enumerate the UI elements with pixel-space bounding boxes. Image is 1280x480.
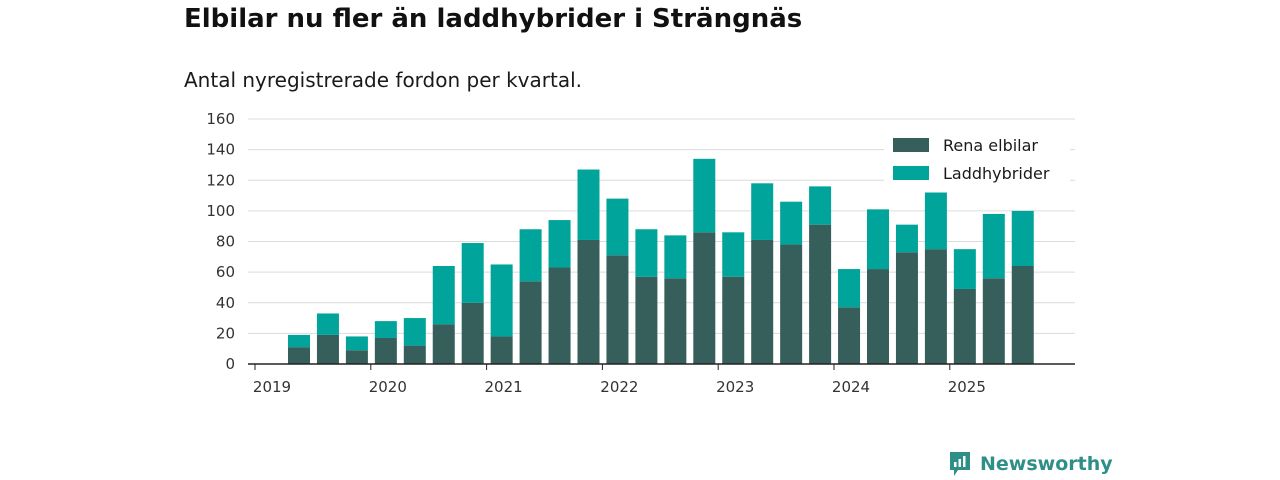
- x-tick-label: 2023: [716, 378, 754, 396]
- x-tick-label: 2025: [948, 378, 986, 396]
- x-tick-label: 2019: [253, 378, 291, 396]
- bar-rena-elbilar: 2021 Q2 – Rena elbilar: 54: [519, 281, 542, 364]
- x-tick-label: 2021: [485, 378, 523, 396]
- x-tick-label: 2024: [832, 378, 870, 396]
- bar-laddhybrider: 2021 Q1 – Laddhybrider: 47: [490, 264, 513, 337]
- bar-laddhybrider: 2021 Q2 – Laddhybrider: 34: [519, 229, 542, 282]
- bar-rena-elbilar: 2024 Q2 – Rena elbilar: 62: [867, 269, 889, 364]
- bar-rena-elbilar: 2019 Q2 – Rena elbilar: 11: [288, 347, 310, 364]
- bar-rena-elbilar: 2019 Q3 – Rena elbilar: 19: [316, 334, 339, 364]
- bar-rena-elbilar: 2020 Q1 – Rena elbilar: 17: [374, 337, 397, 364]
- bar-rena-elbilar: 2025 Q1 – Rena elbilar: 49: [953, 288, 976, 364]
- bar-laddhybrider: 2021 Q3 – Laddhybrider: 31: [548, 220, 571, 268]
- bar-rena-elbilar: 2023 Q4 – Rena elbilar: 91: [809, 224, 832, 364]
- bar-laddhybrider: 2020 Q2 – Laddhybrider: 18: [403, 318, 426, 346]
- chart-title: Elbilar nu fler än laddhybrider i Sträng…: [184, 4, 803, 34]
- bar-rena-elbilar: 2020 Q4 – Rena elbilar: 40: [461, 302, 484, 364]
- bars: 2019 Q2 – Rena elbilar: 112019 Q2 – Ladd…: [288, 158, 1034, 364]
- brand-name: Newsworthy: [980, 453, 1113, 475]
- x-tick-label: 2022: [600, 378, 638, 396]
- bar-laddhybrider: 2020 Q1 – Laddhybrider: 11: [374, 321, 397, 338]
- bar-rena-elbilar: 2020 Q2 – Rena elbilar: 12: [403, 345, 426, 364]
- chart-subtitle: Antal nyregistrerade fordon per kvartal.: [184, 68, 583, 92]
- bar-rena-elbilar: 2023 Q2 – Rena elbilar: 81: [751, 239, 774, 364]
- y-axis-ticks: 0 20 40 60 80 100 120 140 160: [206, 110, 235, 373]
- bar-laddhybrider: 2022 Q2 – Laddhybrider: 31: [635, 229, 658, 277]
- bar-rena-elbilar: 2021 Q1 – Rena elbilar: 18: [490, 336, 513, 364]
- legend-swatch-laddhybrider: [893, 166, 929, 180]
- bar-laddhybrider: 2024 Q2 – Laddhybrider: 39: [867, 209, 889, 270]
- bar-rena-elbilar: 2025 Q2 – Rena elbilar: 56: [982, 278, 1005, 364]
- bar-laddhybrider: 2021 Q4 – Laddhybrider: 46: [577, 169, 600, 240]
- legend-label-laddhybrider: Laddhybrider: [943, 164, 1050, 183]
- bar-laddhybrider: 2022 Q1 – Laddhybrider: 37: [606, 198, 629, 256]
- bar-rena-elbilar: 2019 Q4 – Rena elbilar: 9: [345, 350, 368, 364]
- x-axis: 2019 2020 2021 2022 2023 2024 2025: [248, 363, 1075, 396]
- y-tick-label: 120: [206, 171, 235, 189]
- bar-laddhybrider: 2025 Q3 – Laddhybrider: 36: [1011, 210, 1034, 266]
- bar-rena-elbilar: 2025 Q3 – Rena elbilar: 64: [1011, 266, 1034, 364]
- y-tick-label: 20: [216, 324, 235, 342]
- legend-swatch-rena-elbilar: [893, 138, 929, 152]
- bar-rena-elbilar: 2024 Q3 – Rena elbilar: 73: [895, 252, 918, 364]
- bar-rena-elbilar: 2023 Q3 – Rena elbilar: 78: [780, 244, 803, 364]
- bar-rena-elbilar: 2022 Q1 – Rena elbilar: 71: [606, 255, 629, 364]
- y-tick-label: 100: [206, 202, 235, 220]
- bar-laddhybrider: 2019 Q3 – Laddhybrider: 14: [316, 313, 339, 335]
- bar-laddhybrider: 2023 Q2 – Laddhybrider: 37: [751, 183, 774, 240]
- y-tick-label: 80: [216, 233, 235, 251]
- bar-laddhybrider: 2023 Q3 – Laddhybrider: 28: [780, 201, 803, 245]
- bar-rena-elbilar: 2020 Q3 – Rena elbilar: 26: [432, 324, 455, 364]
- bar-laddhybrider: 2025 Q2 – Laddhybrider: 42: [982, 213, 1005, 279]
- bar-laddhybrider: 2024 Q1 – Laddhybrider: 25: [838, 269, 861, 308]
- bar-laddhybrider: 2023 Q4 – Laddhybrider: 25: [809, 186, 832, 225]
- bar-laddhybrider: 2020 Q3 – Laddhybrider: 38: [432, 266, 455, 325]
- legend: Rena elbilar Laddhybrider: [884, 134, 1070, 188]
- bar-laddhybrider: 2022 Q3 – Laddhybrider: 28: [664, 235, 687, 279]
- y-tick-label: 160: [206, 110, 235, 128]
- stacked-bar-chart: 0 20 40 60 80 100 120 140 160 2019 Q2 – Rena elb…: [206, 110, 1075, 396]
- y-tick-label: 60: [216, 263, 235, 281]
- bar-laddhybrider: 2022 Q4 – Laddhybrider: 48: [693, 158, 716, 233]
- bar-laddhybrider: 2023 Q1 – Laddhybrider: 29: [722, 232, 745, 277]
- bar-laddhybrider: 2024 Q4 – Laddhybrider: 37: [924, 192, 947, 250]
- bar-rena-elbilar: 2022 Q3 – Rena elbilar: 56: [664, 278, 687, 364]
- y-tick-label: 40: [216, 294, 235, 312]
- bar-rena-elbilar: 2022 Q4 – Rena elbilar: 86: [693, 232, 716, 364]
- x-tick-label: 2020: [369, 378, 407, 396]
- bar-rena-elbilar: 2024 Q4 – Rena elbilar: 75: [924, 249, 947, 364]
- bar-laddhybrider: 2025 Q1 – Laddhybrider: 26: [953, 249, 976, 289]
- y-tick-label: 0: [225, 355, 235, 373]
- brand-logo[interactable]: Newsworthy: [948, 450, 1113, 478]
- bar-laddhybrider: 2019 Q4 – Laddhybrider: 9: [345, 336, 368, 351]
- bar-laddhybrider: 2024 Q3 – Laddhybrider: 18: [895, 224, 918, 253]
- bar-rena-elbilar: 2023 Q1 – Rena elbilar: 57: [722, 276, 745, 364]
- bar-rena-elbilar: 2021 Q3 – Rena elbilar: 63: [548, 267, 571, 364]
- bar-rena-elbilar: 2021 Q4 – Rena elbilar: 81: [577, 239, 600, 364]
- newsworthy-logo-icon: [950, 452, 970, 476]
- bar-rena-elbilar: 2024 Q1 – Rena elbilar: 37: [838, 307, 861, 364]
- bar-laddhybrider: 2019 Q2 – Laddhybrider: 8: [288, 334, 310, 348]
- legend-label-rena-elbilar: Rena elbilar: [943, 136, 1038, 155]
- y-tick-label: 140: [206, 141, 235, 159]
- bar-rena-elbilar: 2022 Q2 – Rena elbilar: 57: [635, 276, 658, 364]
- bar-laddhybrider: 2020 Q4 – Laddhybrider: 39: [461, 243, 484, 303]
